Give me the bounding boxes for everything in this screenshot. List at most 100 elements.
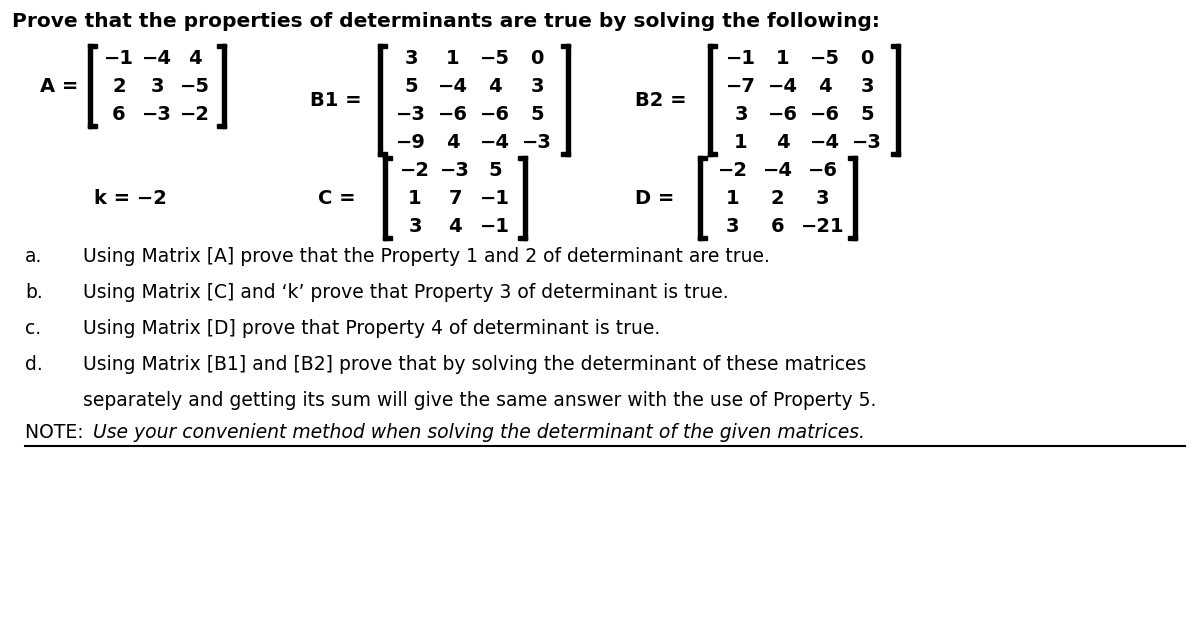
- Bar: [383, 156, 392, 160]
- Bar: [88, 44, 92, 128]
- Bar: [698, 156, 702, 240]
- Text: 4: 4: [188, 48, 202, 68]
- Text: −6: −6: [808, 160, 838, 180]
- Bar: [896, 44, 900, 156]
- Text: 4: 4: [488, 77, 502, 95]
- Text: 5: 5: [404, 77, 418, 95]
- Text: −6: −6: [438, 104, 468, 124]
- Text: 7: 7: [449, 189, 462, 207]
- Text: −3: −3: [522, 133, 552, 151]
- Bar: [378, 44, 386, 48]
- Text: Using Matrix [C] and ‘k’ prove that Property 3 of determinant is true.: Using Matrix [C] and ‘k’ prove that Prop…: [65, 283, 728, 301]
- Text: −1: −1: [726, 48, 756, 68]
- Bar: [383, 236, 392, 240]
- Text: Using Matrix [B1] and [B2] prove that by solving the determinant of these matric: Using Matrix [B1] and [B2] prove that by…: [65, 354, 866, 374]
- Text: −2: −2: [400, 160, 430, 180]
- Bar: [222, 44, 226, 128]
- Text: 3: 3: [150, 77, 163, 95]
- Text: 6: 6: [112, 104, 126, 124]
- Text: 0: 0: [860, 48, 874, 68]
- Text: 3: 3: [816, 189, 829, 207]
- Bar: [853, 156, 857, 240]
- Bar: [708, 44, 718, 48]
- Text: −6: −6: [810, 104, 840, 124]
- Bar: [518, 236, 527, 240]
- Bar: [890, 44, 900, 48]
- Text: 0: 0: [530, 48, 544, 68]
- Text: B2 =: B2 =: [635, 91, 686, 109]
- Bar: [88, 44, 97, 48]
- Text: −4: −4: [480, 133, 510, 151]
- Bar: [848, 156, 857, 160]
- Text: −3: −3: [852, 133, 882, 151]
- Bar: [217, 44, 226, 48]
- Text: A =: A =: [40, 77, 78, 95]
- Text: 3: 3: [408, 216, 421, 236]
- Text: −4: −4: [438, 77, 468, 95]
- Text: D =: D =: [635, 189, 674, 207]
- Bar: [708, 44, 712, 156]
- Text: C =: C =: [318, 189, 355, 207]
- Text: −5: −5: [810, 48, 840, 68]
- Text: 1: 1: [776, 48, 790, 68]
- Bar: [566, 44, 570, 156]
- Bar: [378, 44, 382, 156]
- Bar: [698, 156, 707, 160]
- Text: 3: 3: [404, 48, 418, 68]
- Text: 1: 1: [734, 133, 748, 151]
- Text: 1: 1: [408, 189, 422, 207]
- Text: a.: a.: [25, 247, 42, 265]
- Text: 4: 4: [776, 133, 790, 151]
- Text: −3: −3: [396, 104, 426, 124]
- Text: −3: −3: [142, 104, 172, 124]
- Text: −5: −5: [480, 48, 510, 68]
- Bar: [562, 152, 570, 156]
- Text: −4: −4: [810, 133, 840, 151]
- Text: 3: 3: [734, 104, 748, 124]
- Bar: [562, 44, 570, 48]
- Text: −6: −6: [480, 104, 510, 124]
- Text: 1: 1: [446, 48, 460, 68]
- Text: 3: 3: [530, 77, 544, 95]
- Bar: [698, 236, 707, 240]
- Bar: [890, 152, 900, 156]
- Text: −9: −9: [396, 133, 426, 151]
- Text: 4: 4: [448, 216, 462, 236]
- Text: separately and getting its sum will give the same answer with the use of Propert: separately and getting its sum will give…: [65, 390, 876, 410]
- Text: b.: b.: [25, 283, 43, 301]
- Text: 4: 4: [446, 133, 460, 151]
- Text: B1 =: B1 =: [310, 91, 361, 109]
- Text: −4: −4: [768, 77, 798, 95]
- Bar: [378, 152, 386, 156]
- Text: −1: −1: [480, 216, 510, 236]
- Text: −4: −4: [142, 48, 172, 68]
- Text: 5: 5: [488, 160, 502, 180]
- Bar: [88, 124, 97, 128]
- Text: NOTE:: NOTE:: [25, 422, 90, 442]
- Text: −21: −21: [800, 216, 845, 236]
- Text: −3: −3: [440, 160, 470, 180]
- Text: 5: 5: [860, 104, 874, 124]
- Bar: [523, 156, 527, 240]
- Text: d.: d.: [25, 354, 43, 374]
- Text: k = −2: k = −2: [94, 189, 167, 207]
- Text: 1: 1: [726, 189, 739, 207]
- Text: 3: 3: [860, 77, 874, 95]
- Text: −2: −2: [180, 104, 210, 124]
- Bar: [708, 152, 718, 156]
- Text: c.: c.: [25, 319, 41, 337]
- Text: Using Matrix [D] prove that Property 4 of determinant is true.: Using Matrix [D] prove that Property 4 o…: [65, 319, 660, 337]
- Text: −5: −5: [180, 77, 210, 95]
- Text: −1: −1: [104, 48, 134, 68]
- Text: 2: 2: [770, 189, 785, 207]
- Bar: [383, 156, 386, 240]
- Text: Use your convenient method when solving the determinant of the given matrices.: Use your convenient method when solving …: [94, 422, 865, 442]
- Bar: [217, 124, 226, 128]
- Text: −6: −6: [768, 104, 798, 124]
- Text: 5: 5: [530, 104, 544, 124]
- Bar: [848, 236, 857, 240]
- Text: Prove that the properties of determinants are true by solving the following:: Prove that the properties of determinant…: [12, 12, 880, 31]
- Text: Using Matrix [A] prove that the Property 1 and 2 of determinant are true.: Using Matrix [A] prove that the Property…: [65, 247, 770, 265]
- Text: −1: −1: [480, 189, 510, 207]
- Text: 4: 4: [818, 77, 832, 95]
